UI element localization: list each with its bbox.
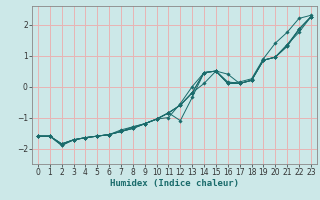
X-axis label: Humidex (Indice chaleur): Humidex (Indice chaleur) <box>110 179 239 188</box>
